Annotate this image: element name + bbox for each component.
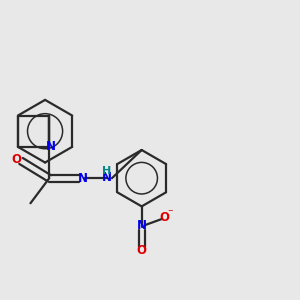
Text: O: O bbox=[11, 153, 21, 166]
Text: N: N bbox=[102, 171, 112, 184]
Text: N: N bbox=[46, 140, 56, 153]
Text: N: N bbox=[137, 219, 147, 232]
Text: O: O bbox=[137, 244, 147, 257]
Text: N: N bbox=[78, 172, 88, 185]
Text: H: H bbox=[102, 166, 111, 176]
Text: O: O bbox=[160, 212, 170, 224]
Text: ⁻: ⁻ bbox=[167, 208, 172, 218]
